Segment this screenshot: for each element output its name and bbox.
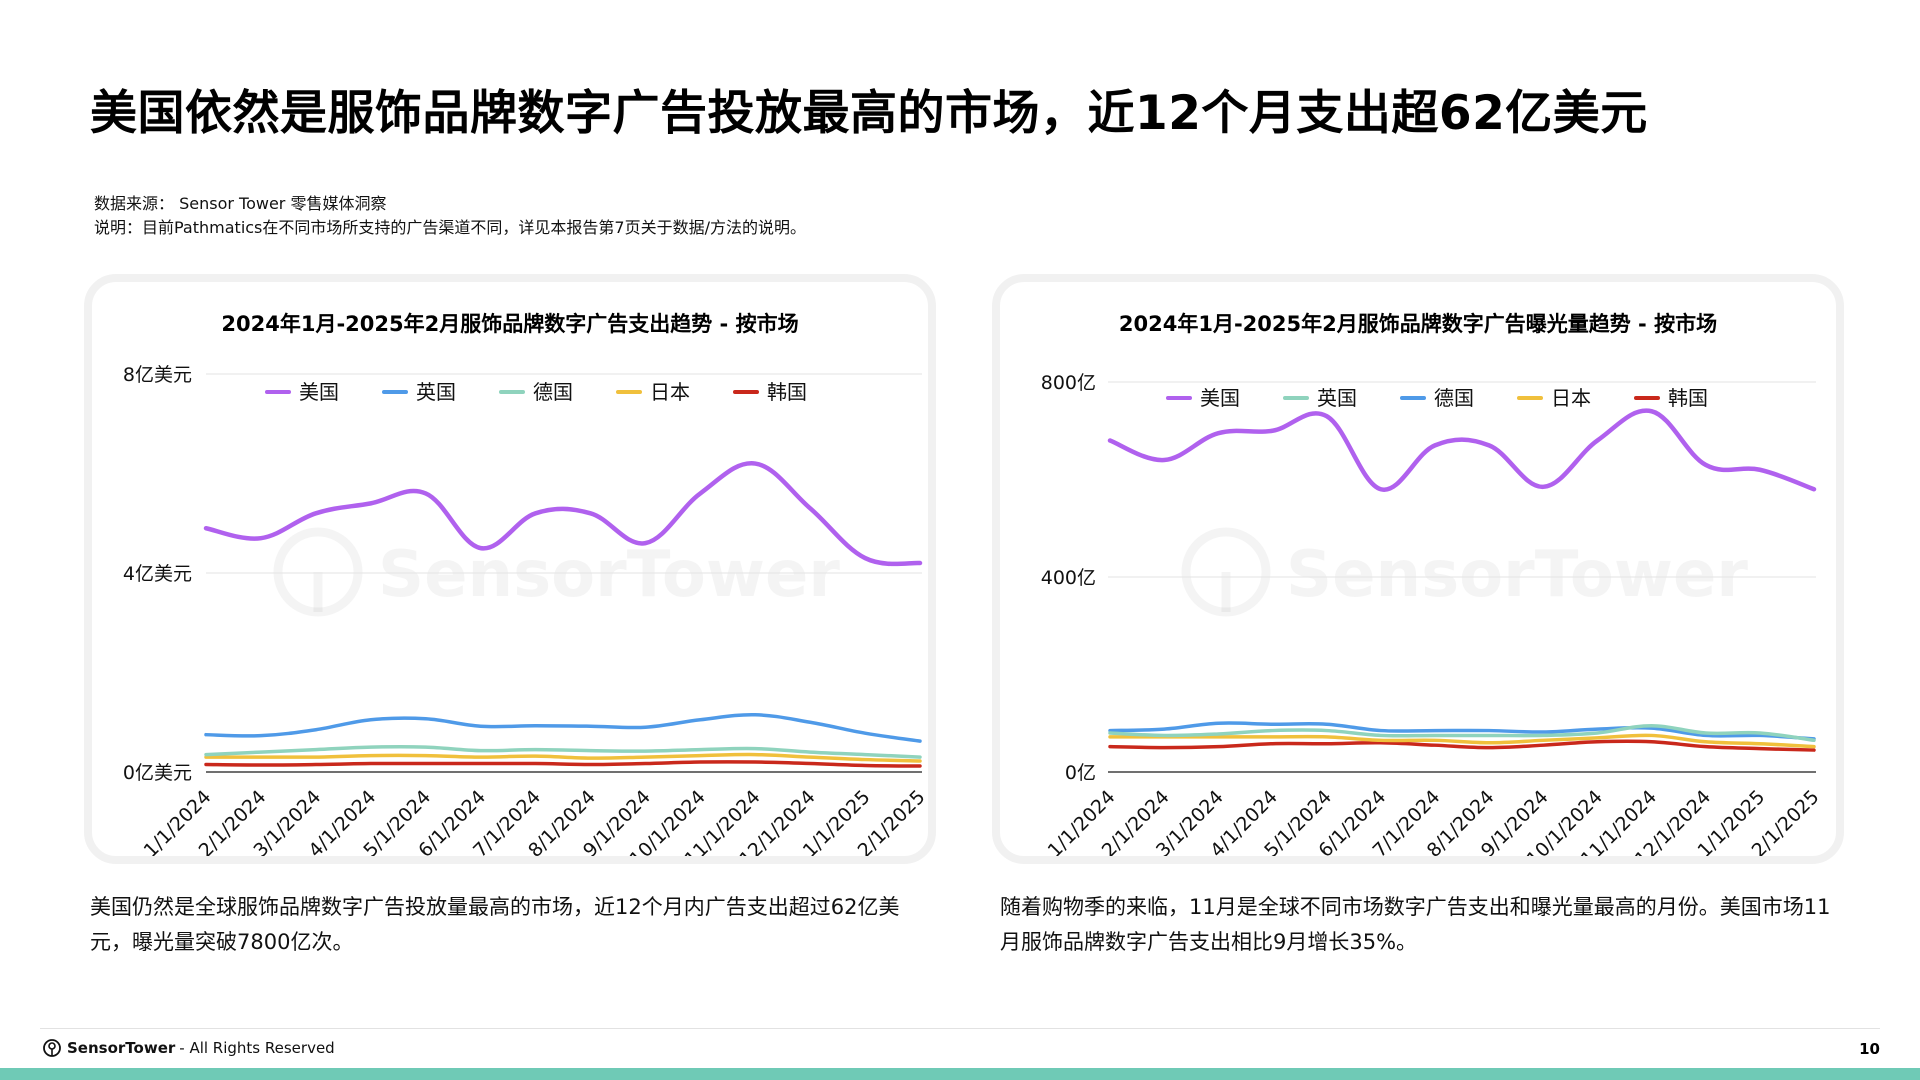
legend-label: 美国 (299, 380, 339, 404)
spend-chart-card: 2024年1月-2025年2月服饰品牌数字广告支出趋势 - 按市场 Sensor… (84, 274, 936, 864)
spend-description: 美国仍然是全球服饰品牌数字广告投放量最高的市场，近12个月内广告支出超过62亿美… (90, 895, 900, 954)
series-line-英国 (204, 713, 922, 743)
impressions-chart-title: 2024年1月-2025年2月服饰品牌数字广告曝光量趋势 - 按市场 (1118, 312, 1718, 336)
watermark: SensorTower (273, 527, 840, 617)
page-number: 10 (1859, 1040, 1880, 1058)
legend-label: 德国 (533, 380, 573, 404)
impressions-chart: SensorTower0亿400亿800亿1/1/20242/1/20243/1… (1041, 372, 1824, 856)
legend-label: 日本 (650, 380, 690, 404)
source-notes: 数据来源： Sensor Tower 零售媒体洞察 说明：目前Pathmatic… (94, 192, 806, 240)
series-line-德国 (204, 744, 922, 759)
legend: 美国 英国 德国 日本 韩国 (265, 380, 807, 404)
watermark-text: SensorTower (378, 538, 840, 612)
spend-chart: SensorTower0亿美元4亿美元8亿美元1/1/20242/1/20243… (123, 364, 928, 856)
source-line: 数据来源： Sensor Tower 零售媒体洞察 (94, 194, 387, 213)
legend-label: 韩国 (767, 380, 807, 404)
legend-label: 德国 (1434, 386, 1474, 410)
y-tick-label: 800亿 (1041, 372, 1096, 394)
y-tick-label: 8亿美元 (123, 364, 192, 386)
footer: SensorTower - All Rights Reserved (42, 1038, 335, 1058)
bottom-accent-bar (0, 1068, 1920, 1080)
series-line-德国 (1108, 721, 1816, 741)
series-line-英国 (1108, 723, 1816, 743)
series-line-日本 (204, 752, 922, 763)
impressions-description: 随着购物季的来临，11月是全球不同市场数字广告支出和曝光量最高的月份。美国市场1… (1000, 895, 1831, 954)
series-line-美国 (1107, 408, 1817, 492)
footer-rights: - All Rights Reserved (179, 1039, 335, 1057)
legend-label: 韩国 (1668, 386, 1708, 410)
series-line-日本 (1108, 733, 1816, 749)
legend-label: 英国 (416, 380, 456, 404)
y-tick-label: 0亿 (1065, 762, 1096, 784)
legend-label: 英国 (1317, 386, 1357, 410)
series-line-美国 (203, 461, 923, 567)
footer-brand: SensorTower (67, 1039, 176, 1057)
legend: 美国 英国 德国 日本 韩国 (1166, 386, 1708, 410)
watermark-text: SensorTower (1286, 538, 1748, 612)
legend-label: 美国 (1200, 386, 1240, 410)
footer-divider (40, 1028, 1880, 1029)
spend-chart-title: 2024年1月-2025年2月服饰品牌数字广告支出趋势 - 按市场 (221, 312, 799, 336)
y-tick-label: 4亿美元 (123, 563, 192, 585)
sensortower-logo-icon (43, 1039, 61, 1057)
series-line-韩国 (1108, 739, 1816, 752)
note-line: 说明：目前Pathmatics在不同市场所支持的广告渠道不同，详见本报告第7页关… (94, 218, 806, 237)
series-line-韩国 (204, 760, 922, 768)
impressions-chart-card: 2024年1月-2025年2月服饰品牌数字广告曝光量趋势 - 按市场 Senso… (992, 274, 1844, 864)
watermark: SensorTower (1181, 527, 1748, 617)
y-tick-label: 0亿美元 (123, 762, 192, 784)
page-title: 美国依然是服饰品牌数字广告投放最高的市场，近12个月支出超62亿美元 (90, 86, 1648, 141)
y-tick-label: 400亿 (1041, 567, 1096, 589)
legend-label: 日本 (1551, 386, 1591, 410)
